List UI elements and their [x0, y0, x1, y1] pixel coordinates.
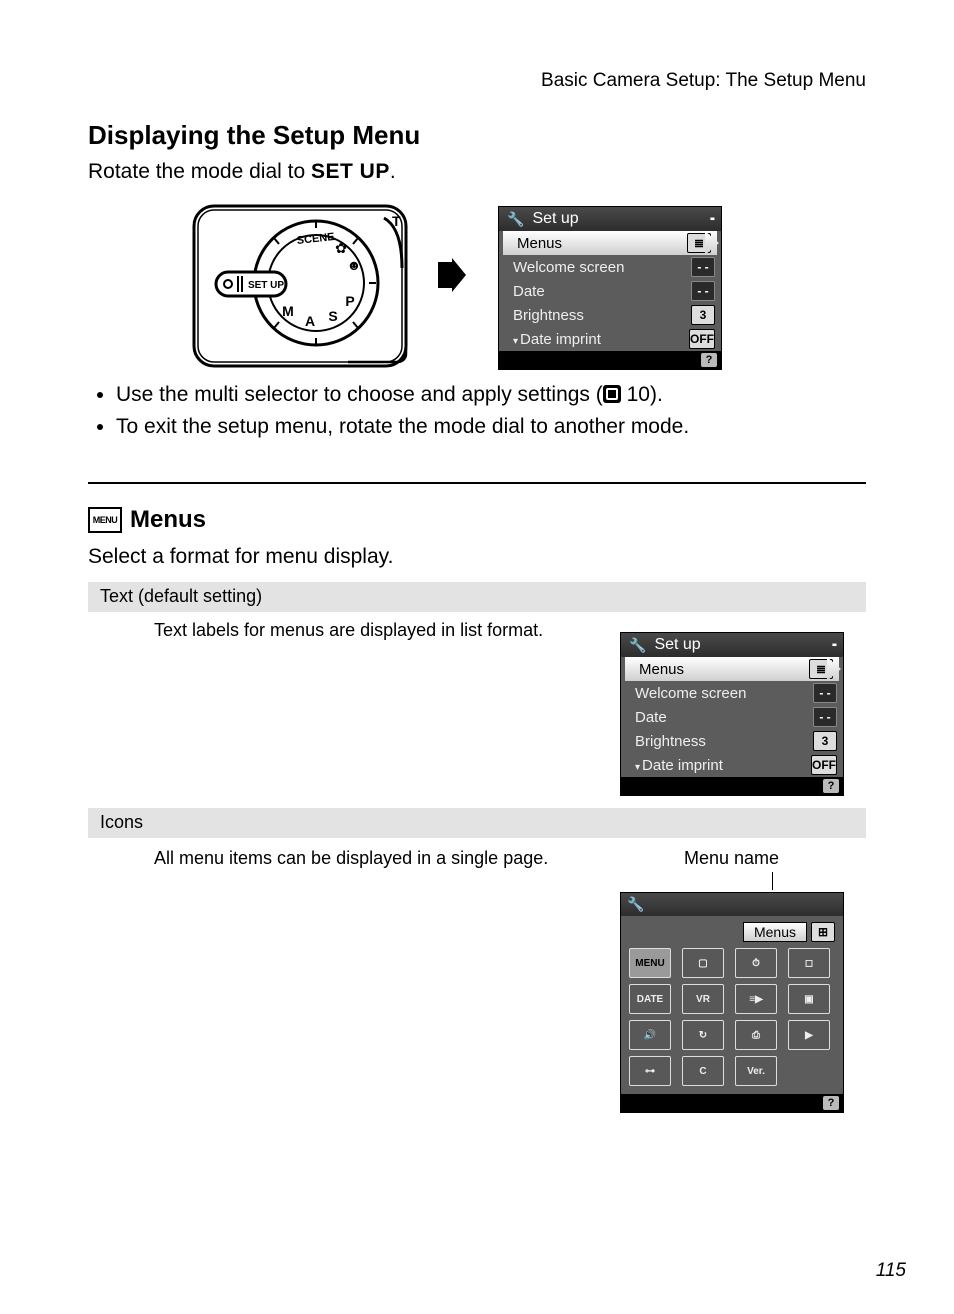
- icon-grid-cell[interactable]: ↻: [682, 1020, 724, 1050]
- menu-icon: MENU: [88, 507, 122, 533]
- svg-text:☻: ☻: [347, 257, 362, 273]
- icon-grid-cell[interactable]: ▣: [788, 984, 830, 1014]
- callout-menu-name: Menu name: [684, 848, 779, 869]
- lcd-screenshot-list-bottom: 🔧Set up▪▪Menus≣Welcome screen- -Date- -B…: [620, 632, 844, 796]
- intro-line: Rotate the mode dial to SET UP.: [88, 160, 396, 184]
- lcd-row-label: ▾Date imprint: [635, 757, 723, 774]
- lcd-row[interactable]: Welcome screen - -: [621, 681, 843, 705]
- icon-grid-cell[interactable]: ⏱: [735, 948, 777, 978]
- svg-text:T: T: [392, 213, 401, 229]
- lcd-row-badge: - -: [813, 683, 837, 703]
- figure-row: T SCENE M A S P ✿ ☻: [188, 198, 758, 373]
- icon-grid-cell[interactable]: ▢: [682, 948, 724, 978]
- lcd-selected-label: Menus: [743, 922, 807, 942]
- lcd-row-label: Welcome screen: [635, 685, 746, 702]
- option-text-desc: Text labels for menus are displayed in l…: [154, 620, 594, 641]
- callout-tick: [772, 872, 773, 890]
- lcd-row-label: Date: [513, 283, 545, 300]
- scrollbar-icon: ▪▪: [710, 214, 713, 225]
- bullet-1-ref: 10: [627, 383, 650, 406]
- option-bar-text: Text (default setting): [88, 582, 866, 612]
- icon-grid-cell[interactable]: C: [682, 1056, 724, 1086]
- lcd-row-badge: - -: [813, 707, 837, 727]
- lcd-row[interactable]: Brightness 3: [621, 729, 843, 753]
- bullet-1-post: ).: [650, 383, 663, 406]
- icon-grid-cell[interactable]: ≡▶: [735, 984, 777, 1014]
- bullet-1-pre: Use the multi selector to choose and app…: [116, 383, 603, 406]
- help-icon[interactable]: ?: [701, 353, 717, 367]
- page-title: Displaying the Setup Menu: [88, 120, 420, 151]
- lcd-row[interactable]: Brightness 3: [499, 303, 721, 327]
- mode-dial-diagram: T SCENE M A S P ✿ ☻: [188, 198, 418, 373]
- lcd-row[interactable]: Menus ≣: [625, 657, 839, 681]
- lcd-row[interactable]: Date - -: [621, 705, 843, 729]
- menus-intro: Select a format for menu display.: [88, 545, 393, 569]
- intro-suffix: .: [390, 160, 396, 183]
- lcd-row-label: Brightness: [635, 733, 706, 750]
- wrench-icon: 🔧: [629, 637, 646, 654]
- menus-heading: MENU Menus: [88, 506, 206, 534]
- lcd-row-label: Menus: [639, 661, 684, 678]
- page-content: Basic Camera Setup: The Setup Menu Displ…: [0, 0, 954, 1314]
- breadcrumb: Basic Camera Setup: The Setup Menu: [88, 70, 866, 92]
- lcd-row-label: ▾Date imprint: [513, 331, 601, 348]
- lcd-row-badge: OFF: [811, 755, 837, 775]
- lcd-row[interactable]: ▾Date imprint OFF: [499, 327, 721, 351]
- instruction-bullets: Use the multi selector to choose and app…: [88, 380, 689, 445]
- svg-text:✿: ✿: [335, 240, 347, 256]
- icon-grid-cell[interactable]: VR: [682, 984, 724, 1014]
- section-divider: [88, 482, 866, 484]
- lcd-row-badge: ≣: [687, 233, 711, 253]
- icon-grid-cell[interactable]: ⊶: [629, 1056, 671, 1086]
- bullet-1: Use the multi selector to choose and app…: [116, 380, 689, 410]
- icon-grid-cell[interactable]: DATE: [629, 984, 671, 1014]
- lcd-row[interactable]: Date - -: [499, 279, 721, 303]
- icon-grid-cell[interactable]: ⎙: [735, 1020, 777, 1050]
- icon-grid-cell[interactable]: ▶: [788, 1020, 830, 1050]
- page-number: 115: [876, 1260, 906, 1282]
- help-icon[interactable]: ?: [823, 779, 839, 793]
- lcd-row-label: Brightness: [513, 307, 584, 324]
- intro-prefix: Rotate the mode dial to: [88, 160, 311, 183]
- lcd-row-label: Menus: [517, 235, 562, 252]
- arrow-right-icon: [438, 258, 466, 300]
- lcd-row[interactable]: ▾Date imprint OFF: [621, 753, 843, 777]
- wrench-icon: 🔧: [627, 896, 644, 913]
- lcd-row-label: Welcome screen: [513, 259, 624, 276]
- scrollbar-icon: ▪▪: [832, 640, 835, 651]
- svg-text:P: P: [345, 293, 354, 309]
- menus-title: Menus: [130, 506, 206, 534]
- icon-grid-cell[interactable]: Ver.: [735, 1056, 777, 1086]
- help-icon[interactable]: ?: [823, 1096, 839, 1110]
- lcd-row-badge: - -: [691, 257, 715, 277]
- svg-text:M: M: [282, 303, 294, 319]
- lcd-row-label: Date: [635, 709, 667, 726]
- option-icons-desc: All menu items can be displayed in a sin…: [154, 848, 614, 869]
- lcd-row-badge: OFF: [689, 329, 715, 349]
- lcd-row-badge: 3: [691, 305, 715, 325]
- down-caret-icon: ▾: [513, 336, 518, 347]
- lcd-row[interactable]: Menus ≣: [503, 231, 717, 255]
- lcd-row-badge: ≣: [809, 659, 833, 679]
- lcd-screenshot-icons: 🔧 Menus⊞ MENU ▢ ⏱ ◻ DATE VR ≡▶ ▣ 🔊 ↻ ⎙ ▶ ⊶ C Ver.?: [620, 892, 844, 1113]
- svg-text:S: S: [328, 308, 337, 324]
- lcd-row-badge: - -: [691, 281, 715, 301]
- icon-grid-cell[interactable]: ◻: [788, 948, 830, 978]
- grid-mode-icon: ⊞: [811, 922, 835, 942]
- bullet-2: To exit the setup menu, rotate the mode …: [116, 412, 689, 442]
- down-caret-icon: ▾: [635, 762, 640, 773]
- lcd-screenshot-list-top: 🔧Set up▪▪Menus≣Welcome screen- -Date- -B…: [498, 206, 722, 370]
- lcd-title-text: Set up: [532, 210, 578, 228]
- icon-grid-cell[interactable]: 🔊: [629, 1020, 671, 1050]
- dial-setup-label: SET UP: [248, 280, 284, 291]
- option-bar-icons: Icons: [88, 808, 866, 838]
- lcd-row[interactable]: Welcome screen - -: [499, 255, 721, 279]
- lcd-row-badge: 3: [813, 731, 837, 751]
- setup-word: SET UP: [311, 160, 390, 183]
- lcd-title-text: Set up: [654, 636, 700, 654]
- icon-grid-cell[interactable]: MENU: [629, 948, 671, 978]
- svg-text:A: A: [305, 313, 315, 329]
- page-ref-icon: [603, 385, 621, 403]
- wrench-icon: 🔧: [507, 211, 524, 228]
